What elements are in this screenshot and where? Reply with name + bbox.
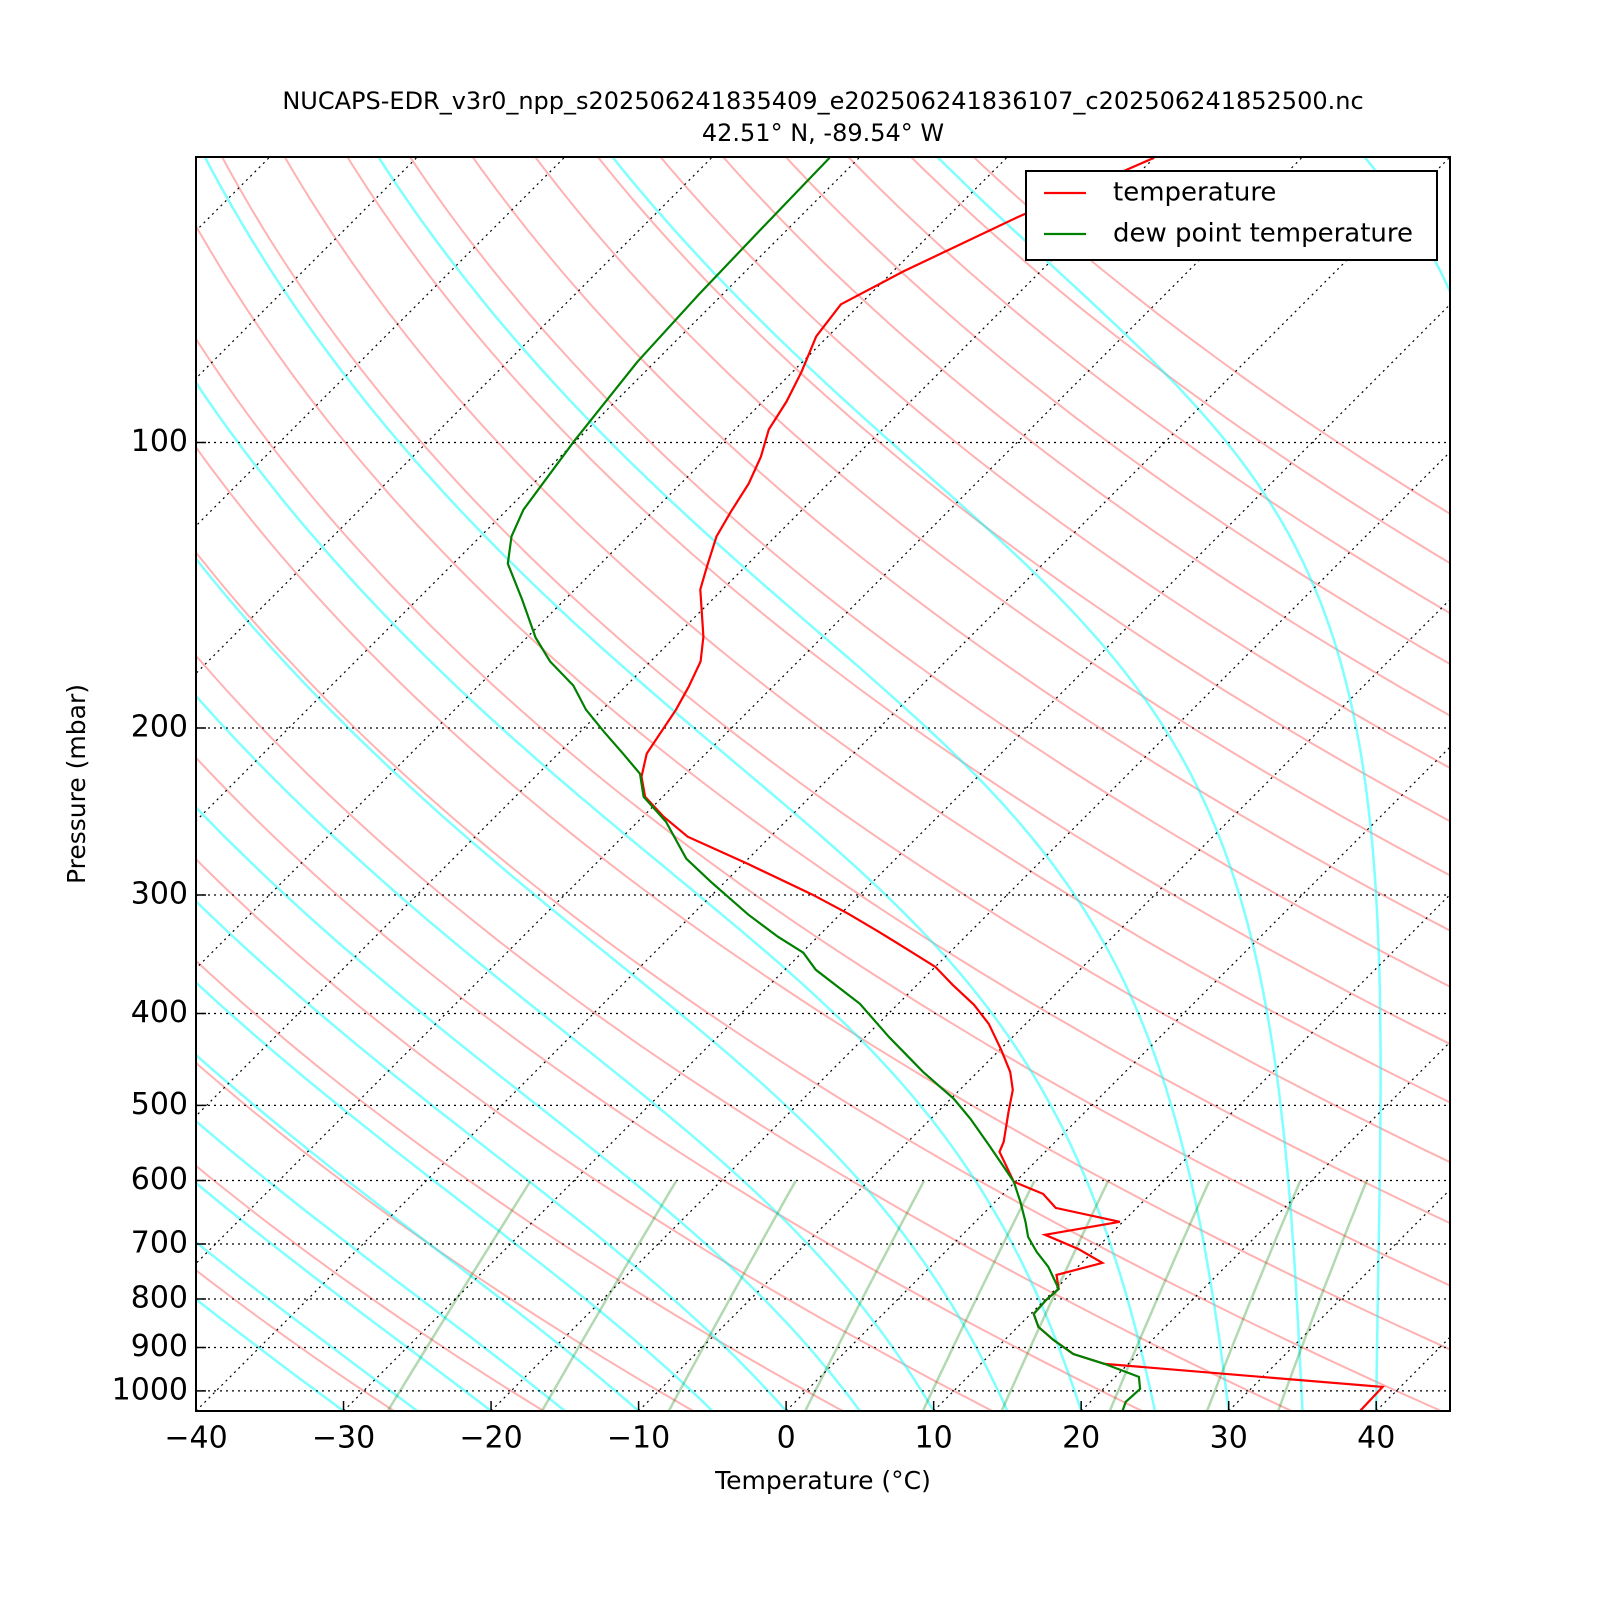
moist-adiabat (1363, 157, 1450, 1411)
plot-frame (195, 156, 1451, 1412)
y-tick-label: 200 (131, 709, 188, 744)
mixing-ratio-line (1277, 1180, 1368, 1411)
dry-adiabat (196, 445, 1450, 1351)
grid-line (638, 598, 1450, 1411)
isotherm (196, 157, 861, 822)
dry-adiabat (196, 1061, 694, 1411)
chart-title: NUCAPS-EDR_v3r0_npp_s202506241835409_e20… (282, 87, 1363, 115)
y-tick-label: 700 (131, 1225, 188, 1260)
dry-adiabat (196, 857, 993, 1411)
isotherm (196, 157, 1303, 1265)
dry-adiabat (196, 550, 1442, 1411)
mixing-ratio-line (921, 1180, 1036, 1411)
dry-adiabat (196, 1164, 545, 1411)
isotherm (196, 157, 713, 675)
dry-adiabat (785, 157, 1450, 666)
legend-box (1025, 170, 1438, 261)
grid-line (490, 451, 1450, 1411)
x-tick-label: −10 (607, 1421, 670, 1456)
dry-adiabat (847, 157, 1450, 615)
moist-adiabat (196, 899, 788, 1411)
mixing-ratio-line (1108, 1180, 1211, 1411)
isotherm (196, 157, 1156, 1117)
y-tick-label: 600 (131, 1162, 188, 1197)
profile-line (506, 157, 1142, 1411)
chart-subtitle: 42.51° N, -89.54° W (702, 119, 944, 147)
dry-adiabat (722, 157, 1450, 717)
legend-label: dew point temperature (1113, 219, 1413, 249)
moist-adiabat (196, 556, 1009, 1411)
dry-adiabat (409, 157, 1450, 988)
x-tick-label: 10 (915, 1421, 953, 1456)
grid-line (343, 303, 1450, 1411)
dry-adiabat (910, 157, 1450, 565)
background-lines (196, 157, 1600, 1411)
dry-adiabat (659, 157, 1450, 770)
y-tick-label: 300 (131, 877, 188, 912)
y-tick-label: 100 (131, 424, 188, 459)
dry-adiabat (221, 157, 1450, 1164)
isotherm (196, 157, 566, 527)
moist-adiabat (196, 1119, 566, 1411)
moist-adiabat (196, 380, 1083, 1411)
x-tick-label: 0 (777, 1421, 796, 1456)
dry-adiabat (196, 337, 1450, 1287)
x-tick-label: −30 (312, 1421, 375, 1456)
dry-adiabat (471, 157, 1450, 932)
moist-adiabat (936, 157, 1382, 1411)
grid-line (196, 157, 1450, 1411)
dry-adiabat (196, 756, 1143, 1411)
y-tick-label: 800 (131, 1280, 188, 1315)
moist-adiabat (196, 1053, 640, 1411)
data-lines (506, 157, 1385, 1411)
isotherm (196, 157, 1008, 970)
moist-adiabat (196, 1181, 492, 1411)
y-axis-label: Pressure (mbar) (62, 684, 91, 884)
x-tick-label: 40 (1357, 1421, 1395, 1456)
x-axis-label: Temperature (°C) (714, 1466, 931, 1495)
moist-adiabat (196, 980, 714, 1411)
x-tick-label: 30 (1210, 1421, 1248, 1456)
moist-adiabat (377, 157, 1230, 1411)
x-tick-label: −20 (459, 1421, 522, 1456)
y-tick-label: 900 (131, 1329, 188, 1364)
y-tick-label: 500 (131, 1087, 188, 1122)
mixing-ratio-line (1000, 1180, 1110, 1411)
mixing-ratio-line (667, 1180, 797, 1411)
isotherm (196, 157, 418, 380)
dry-adiabat (196, 959, 844, 1411)
moist-adiabat (196, 694, 935, 1411)
legend-label: temperature (1113, 178, 1276, 208)
grid-line (1080, 1041, 1450, 1411)
moist-adiabat (196, 805, 861, 1411)
dry-adiabat (597, 157, 1450, 823)
profile-line (640, 157, 1385, 1411)
moist-adiabat (196, 1297, 345, 1411)
dry-adiabat (973, 157, 1450, 515)
moist-adiabat (203, 157, 1157, 1411)
grid-line (933, 893, 1450, 1411)
mixing-ratio-line (540, 1180, 678, 1411)
dry-adiabat (534, 157, 1450, 877)
y-tick-label: 1000 (112, 1372, 188, 1407)
x-tick-label: −40 (164, 1421, 227, 1456)
dry-adiabat (196, 654, 1293, 1411)
dry-adiabat (196, 224, 1450, 1225)
mixing-ratio-line (804, 1180, 926, 1411)
y-tick-label: 400 (131, 995, 188, 1030)
grid-line (785, 746, 1450, 1411)
x-tick-label: 20 (1062, 1421, 1100, 1456)
moist-adiabat (1524, 157, 1600, 1411)
grid-line (1228, 1188, 1450, 1411)
dry-adiabat (283, 157, 1450, 1104)
